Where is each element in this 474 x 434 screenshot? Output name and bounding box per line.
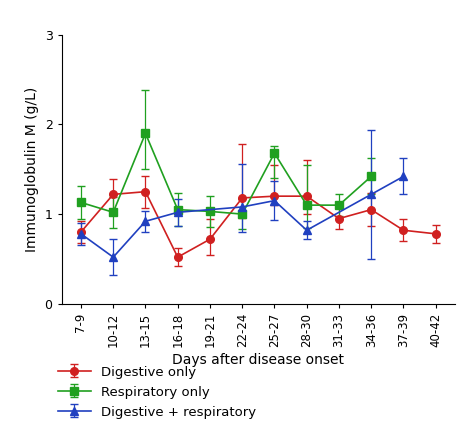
X-axis label: Days after disease onset: Days after disease onset [173, 353, 344, 367]
Legend: Digestive only, Respiratory only, Digestive + respiratory: Digestive only, Respiratory only, Digest… [54, 362, 261, 423]
Y-axis label: Immunoglobulin M (g/L): Immunoglobulin M (g/L) [25, 87, 39, 252]
